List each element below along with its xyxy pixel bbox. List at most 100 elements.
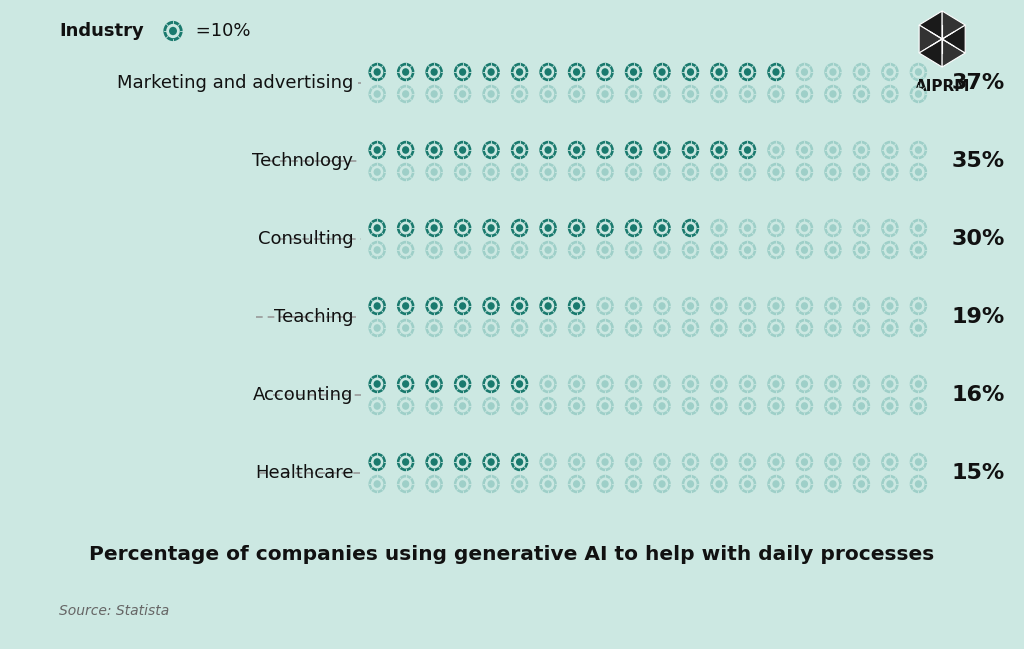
Circle shape [485, 378, 498, 391]
Circle shape [655, 143, 669, 156]
Circle shape [687, 224, 694, 232]
Circle shape [369, 141, 386, 159]
Circle shape [914, 90, 922, 98]
Circle shape [399, 378, 412, 391]
Circle shape [909, 219, 927, 237]
Circle shape [568, 397, 586, 415]
Circle shape [430, 302, 437, 310]
Circle shape [596, 319, 613, 337]
Circle shape [912, 221, 925, 234]
Circle shape [399, 165, 412, 178]
Circle shape [568, 241, 586, 259]
Circle shape [596, 297, 613, 315]
Circle shape [630, 302, 637, 310]
Circle shape [425, 453, 442, 471]
Circle shape [767, 319, 784, 337]
Circle shape [853, 219, 870, 237]
Circle shape [628, 143, 640, 156]
Circle shape [682, 219, 699, 237]
Circle shape [399, 66, 412, 79]
Circle shape [687, 380, 694, 388]
Circle shape [397, 397, 415, 415]
Circle shape [743, 402, 751, 410]
Circle shape [625, 141, 642, 159]
Circle shape [599, 221, 611, 234]
Circle shape [687, 402, 694, 410]
Circle shape [882, 475, 899, 493]
Circle shape [369, 297, 386, 315]
Circle shape [653, 453, 671, 471]
Circle shape [511, 297, 528, 315]
Text: 35%: 35% [951, 151, 1005, 171]
Circle shape [887, 302, 894, 310]
Circle shape [824, 297, 842, 315]
Circle shape [799, 456, 811, 469]
Circle shape [397, 219, 415, 237]
Circle shape [713, 88, 725, 101]
Circle shape [545, 146, 552, 154]
Circle shape [912, 400, 925, 413]
Circle shape [540, 319, 557, 337]
Circle shape [658, 246, 666, 254]
Circle shape [655, 243, 669, 256]
Circle shape [374, 302, 381, 310]
Circle shape [570, 243, 583, 256]
Circle shape [653, 163, 671, 181]
Circle shape [743, 90, 751, 98]
Circle shape [826, 221, 839, 234]
Circle shape [459, 168, 466, 176]
Circle shape [772, 402, 779, 410]
Circle shape [369, 219, 386, 237]
Circle shape [630, 90, 637, 98]
Circle shape [513, 165, 525, 178]
Circle shape [601, 380, 608, 388]
Circle shape [570, 299, 583, 313]
Circle shape [741, 88, 754, 101]
Circle shape [454, 375, 471, 393]
Circle shape [573, 68, 581, 76]
Circle shape [711, 397, 728, 415]
Circle shape [687, 90, 694, 98]
Circle shape [516, 380, 523, 388]
Circle shape [482, 297, 500, 315]
Circle shape [425, 375, 442, 393]
Circle shape [882, 241, 899, 259]
Circle shape [568, 63, 586, 81]
Circle shape [801, 480, 808, 488]
Circle shape [573, 224, 581, 232]
Circle shape [801, 324, 808, 332]
Circle shape [853, 453, 870, 471]
Circle shape [738, 453, 757, 471]
Text: 37%: 37% [951, 73, 1005, 93]
Circle shape [770, 143, 782, 156]
Circle shape [658, 224, 666, 232]
Circle shape [853, 163, 870, 181]
Circle shape [628, 66, 640, 79]
Circle shape [653, 63, 671, 81]
Circle shape [397, 297, 415, 315]
Circle shape [542, 88, 554, 101]
Circle shape [887, 224, 894, 232]
Circle shape [653, 375, 671, 393]
Circle shape [738, 319, 757, 337]
Circle shape [459, 380, 466, 388]
Circle shape [425, 85, 442, 103]
Circle shape [716, 146, 723, 154]
Circle shape [912, 478, 925, 491]
Circle shape [716, 302, 723, 310]
Circle shape [684, 299, 696, 313]
Circle shape [459, 146, 466, 154]
Circle shape [457, 400, 469, 413]
Circle shape [858, 302, 865, 310]
Circle shape [716, 68, 723, 76]
Circle shape [511, 219, 528, 237]
Circle shape [540, 219, 557, 237]
Circle shape [371, 299, 383, 313]
Circle shape [826, 243, 839, 256]
Circle shape [573, 246, 581, 254]
Circle shape [770, 400, 782, 413]
Circle shape [485, 321, 498, 334]
Circle shape [796, 297, 813, 315]
Circle shape [684, 456, 696, 469]
Circle shape [487, 146, 495, 154]
